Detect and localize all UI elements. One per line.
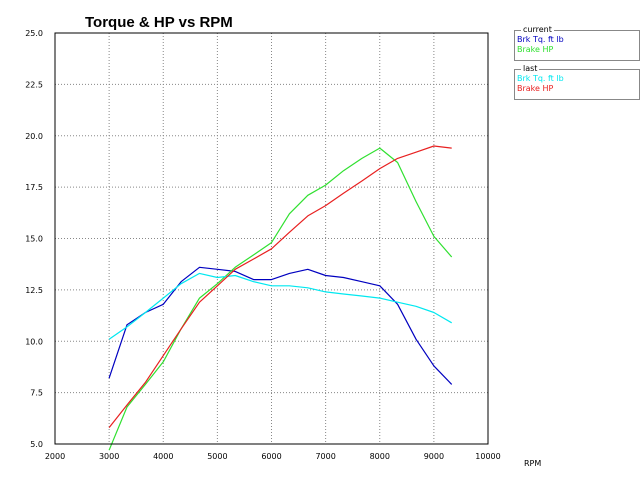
y-tick-label: 7.5 <box>30 389 43 398</box>
legend-last-caption: last <box>521 63 540 75</box>
plot-frame <box>54 32 489 445</box>
x-tick-label: 9000 <box>424 452 444 461</box>
series-line-last-brk-tq-ft-lb <box>108 272 453 340</box>
x-tick-labels: 2000 3000 4000 5000 6000 7000 8000 9000 10000 <box>45 452 501 461</box>
y-tick-label: 12.5 <box>25 286 43 295</box>
y-tick-label: 25.0 <box>25 29 43 38</box>
y-tick-label: 20.0 <box>25 132 43 141</box>
x-tick-label: 2000 <box>45 452 65 461</box>
series-line-current-brake-hp <box>108 147 453 451</box>
x-tick-label: 8000 <box>370 452 390 461</box>
y-tick-label: 17.5 <box>25 183 43 192</box>
x-tick-label: 6000 <box>261 452 281 461</box>
legend-current-torque: Brk Tq. ft lb <box>517 35 564 44</box>
y-tick-label: 22.5 <box>25 80 43 89</box>
x-axis-label: RPM <box>524 459 541 468</box>
y-tick-label: 15.0 <box>25 235 43 244</box>
chart-title: Torque & HP vs RPM <box>85 14 233 31</box>
y-tick-labels: 5.0 7.5 10.0 12.5 15.0 17.5 20.0 22.5 25.0 <box>25 29 43 449</box>
y-tick-label: 5.0 <box>30 440 43 449</box>
x-tick-label: 3000 <box>99 452 119 461</box>
legend-current-hp: Brake HP <box>517 45 554 54</box>
legend-last-hp: Brake HP <box>517 84 554 93</box>
series-line-current-brk-tq-ft-lb <box>108 266 453 385</box>
x-tick-label: 4000 <box>153 452 173 461</box>
x-tick-label: 10000 <box>475 452 500 461</box>
legend-last: last Brk Tq. ft lb Brake HP <box>514 63 640 100</box>
chart-series <box>108 145 453 451</box>
legend-current-caption: current <box>521 24 554 36</box>
series-line-last-brake-hp <box>108 145 452 428</box>
y-tick-label: 10.0 <box>25 337 43 346</box>
x-tick-label: 5000 <box>207 452 227 461</box>
legend-current: current Brk Tq. ft lb Brake HP <box>514 24 640 61</box>
x-tick-label: 7000 <box>315 452 335 461</box>
chart-grid <box>55 33 488 444</box>
legend-last-torque: Brk Tq. ft lb <box>517 74 564 83</box>
